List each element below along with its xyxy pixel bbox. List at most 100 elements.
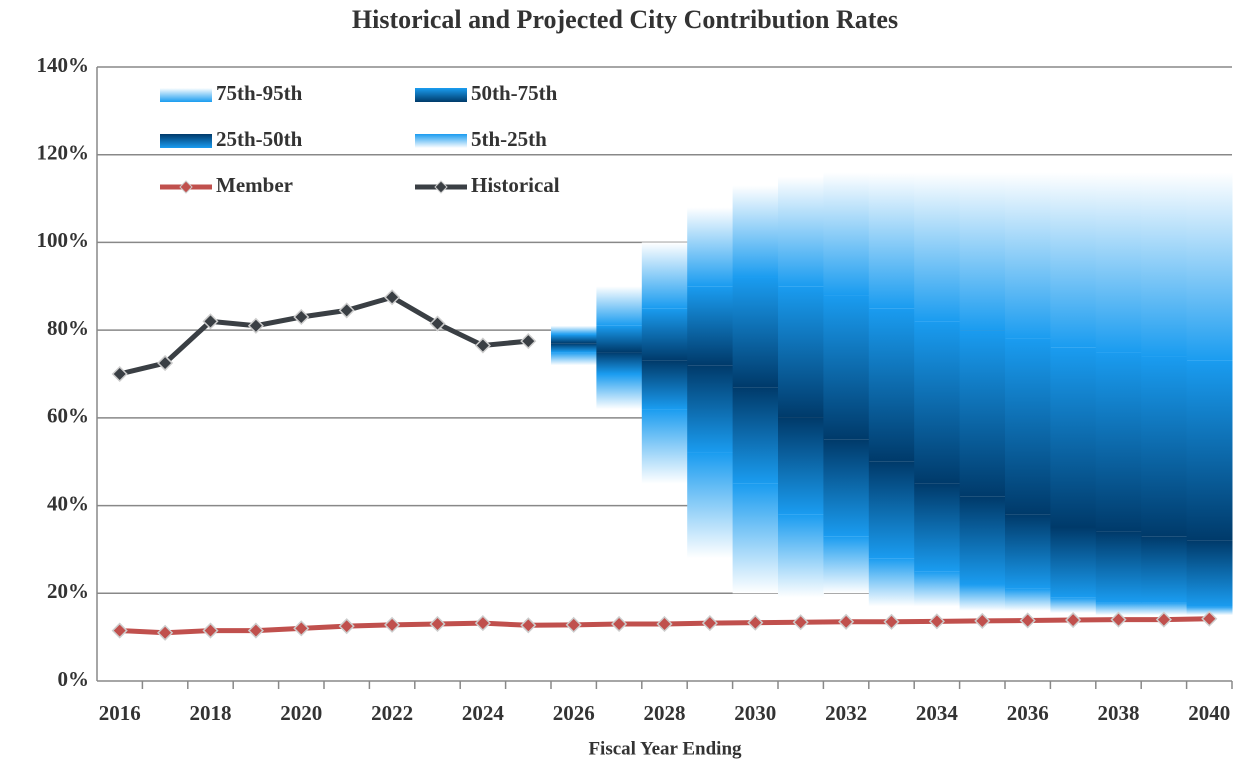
fan-band — [732, 387, 779, 484]
legend-label: 5th-25th — [471, 127, 547, 151]
x-tick-label: 2024 — [462, 701, 505, 725]
fan-band — [641, 308, 688, 361]
fan-band — [1005, 514, 1051, 589]
fan-band — [1005, 338, 1051, 515]
fan-band — [732, 483, 779, 594]
fan-band — [778, 417, 824, 515]
fan-band — [1095, 531, 1142, 603]
fan-band — [959, 584, 1006, 611]
legend-swatch — [160, 88, 212, 102]
fan-band — [914, 483, 961, 572]
marker — [157, 624, 174, 641]
fan-band — [1050, 527, 1097, 598]
marker — [247, 317, 264, 334]
fan-band — [1141, 172, 1188, 357]
legend-swatch — [415, 134, 467, 148]
fan-band — [868, 558, 915, 607]
y-tick-label: 20% — [47, 579, 89, 603]
marker — [247, 622, 264, 639]
fan-band — [914, 571, 961, 607]
x-tick-label: 2032 — [825, 701, 867, 725]
fan-band — [1186, 172, 1233, 361]
series-line — [119, 294, 529, 377]
fan-band — [1005, 588, 1051, 611]
marker — [157, 354, 174, 372]
fan-band — [778, 176, 824, 287]
marker — [202, 622, 219, 639]
marker — [1019, 612, 1036, 629]
marker — [611, 615, 628, 633]
y-tick-label: 140% — [37, 53, 90, 77]
fan-band — [868, 308, 915, 462]
fan-band — [1095, 602, 1142, 616]
fan-band — [596, 286, 643, 326]
marker — [202, 313, 219, 330]
x-tick-label: 2036 — [1007, 701, 1049, 725]
fan-band — [914, 172, 961, 322]
fan-band — [823, 172, 870, 296]
fan-band — [868, 461, 915, 559]
y-tick-label: 60% — [47, 404, 89, 428]
fan-band — [732, 185, 779, 278]
marker — [1065, 611, 1082, 629]
marker — [928, 613, 945, 630]
fan-band — [1095, 352, 1142, 532]
marker — [1201, 610, 1218, 627]
chart-title: Historical and Projected City Contributi… — [352, 5, 898, 34]
marker — [384, 289, 401, 306]
fan-band — [687, 452, 734, 559]
marker — [111, 365, 128, 383]
marker — [338, 302, 355, 319]
y-tick-label: 80% — [47, 316, 89, 340]
marker — [1110, 611, 1127, 628]
fan-band — [641, 409, 688, 484]
fan-band — [641, 242, 688, 309]
marker — [656, 615, 673, 633]
fan-band — [914, 321, 961, 484]
x-tick-label: 2026 — [553, 701, 595, 725]
fan-band — [778, 286, 824, 418]
fan-band — [959, 330, 1006, 497]
y-tick-label: 0% — [58, 667, 90, 691]
fan-band — [687, 365, 734, 453]
marker — [111, 622, 128, 639]
x-tick-label: 2040 — [1188, 701, 1230, 725]
x-tick-label: 2028 — [644, 701, 686, 725]
fan-band — [687, 207, 734, 287]
legend-marker — [179, 180, 193, 194]
legend-swatch — [160, 134, 212, 148]
marker — [293, 620, 310, 637]
fan-band — [687, 286, 734, 366]
x-tick-label: 2030 — [734, 701, 776, 725]
fan-band — [551, 334, 597, 344]
marker — [293, 308, 310, 326]
marker — [338, 618, 355, 635]
legend-label: 75th-95th — [216, 81, 303, 105]
fan-band — [1186, 540, 1233, 607]
fan-band — [959, 496, 1006, 585]
marker — [474, 337, 491, 354]
fan-band — [778, 514, 824, 598]
x-tick-label: 2038 — [1098, 701, 1140, 725]
marker — [838, 613, 855, 630]
marker — [747, 614, 764, 631]
legend-swatch — [415, 88, 467, 102]
fan-band — [1186, 606, 1233, 616]
y-tick-label: 100% — [37, 228, 90, 252]
marker — [883, 613, 900, 630]
marker — [1155, 611, 1172, 628]
fan-band — [641, 360, 688, 410]
fan-band — [1050, 347, 1097, 528]
fan-band — [551, 352, 597, 366]
fan-band — [596, 325, 643, 353]
x-tick-label: 2018 — [190, 701, 232, 725]
x-tick-label: 2022 — [371, 701, 413, 725]
legend-label: 25th-50th — [216, 127, 303, 151]
marker — [701, 615, 718, 632]
legend-marker — [434, 180, 448, 194]
fan-band — [1141, 356, 1188, 537]
x-tick-label: 2016 — [99, 701, 141, 725]
marker — [974, 612, 991, 629]
fan-band — [1186, 360, 1233, 541]
